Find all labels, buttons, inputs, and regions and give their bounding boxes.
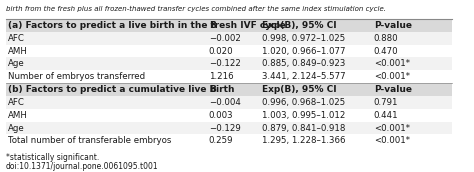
Text: Exp(B), 95% CI: Exp(B), 95% CI [262,21,337,30]
Text: B: B [209,85,216,94]
Text: AMH: AMH [8,111,28,120]
Text: Total number of transferable embryos: Total number of transferable embryos [8,136,172,145]
Text: doi:10.1371/journal.pone.0061095.t001: doi:10.1371/journal.pone.0061095.t001 [6,162,159,171]
Text: AFC: AFC [8,98,25,107]
Text: −0.004: −0.004 [209,98,241,107]
Text: −0.122: −0.122 [209,59,241,68]
Bar [6,122,452,135]
Bar [6,70,452,83]
Text: 0.020: 0.020 [209,46,234,56]
Text: Age: Age [8,123,25,132]
Text: Number of embryos transferred: Number of embryos transferred [8,72,146,81]
Text: Age: Age [8,59,25,68]
Text: 1.020, 0.966–1.077: 1.020, 0.966–1.077 [262,46,346,56]
Text: 0.470: 0.470 [374,46,398,56]
Text: 0.996, 0.968–1.025: 0.996, 0.968–1.025 [262,98,346,107]
Text: 0.885, 0.849–0.923: 0.885, 0.849–0.923 [262,59,346,68]
Bar [6,109,452,122]
Text: <0.001*: <0.001* [374,136,410,145]
Text: AFC: AFC [8,34,25,43]
Text: Exp(B), 95% CI: Exp(B), 95% CI [262,85,337,94]
Bar [6,32,452,45]
Text: P-value: P-value [374,85,412,94]
Text: P-value: P-value [374,21,412,30]
Text: 0.003: 0.003 [209,111,234,120]
Text: 0.998, 0.972–1.025: 0.998, 0.972–1.025 [262,34,346,43]
Text: 1.216: 1.216 [209,72,234,81]
Bar [6,135,452,147]
Text: *statistically significant.: *statistically significant. [6,153,99,162]
Text: (a) Factors to predict a live birth in the fresh IVF cycle: (a) Factors to predict a live birth in t… [8,21,286,30]
Text: 0.441: 0.441 [374,111,398,120]
Text: 0.791: 0.791 [374,98,398,107]
Bar [6,19,452,32]
Text: −0.002: −0.002 [209,34,241,43]
Text: −0.129: −0.129 [209,123,241,132]
Text: (b) Factors to predict a cumulative live birth: (b) Factors to predict a cumulative live… [8,85,235,94]
Text: <0.001*: <0.001* [374,123,410,132]
Bar [6,96,452,109]
Text: birth from the fresh plus all frozen-thawed transfer cycles combined after the s: birth from the fresh plus all frozen-tha… [6,6,386,12]
Text: 1.003, 0.995–1.012: 1.003, 0.995–1.012 [262,111,346,120]
Text: 0.879, 0.841–0.918: 0.879, 0.841–0.918 [262,123,346,132]
Text: <0.001*: <0.001* [374,72,410,81]
Bar [6,45,452,57]
Text: 0.880: 0.880 [374,34,398,43]
Text: 3.441, 2.124–5.577: 3.441, 2.124–5.577 [262,72,346,81]
Text: AMH: AMH [8,46,28,56]
Text: 1.295, 1.228–1.366: 1.295, 1.228–1.366 [262,136,346,145]
Bar [6,57,452,70]
Text: B: B [209,21,216,30]
Text: 0.259: 0.259 [209,136,233,145]
Bar [6,83,452,96]
Text: <0.001*: <0.001* [374,59,410,68]
